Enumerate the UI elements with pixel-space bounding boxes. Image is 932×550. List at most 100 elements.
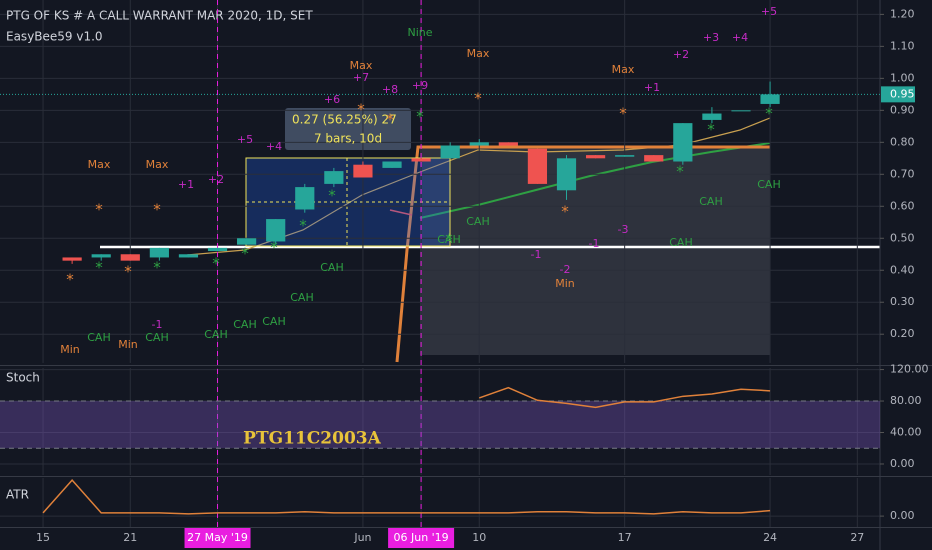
annotation: CAH bbox=[233, 318, 256, 331]
candle-body bbox=[673, 123, 693, 162]
pane-title: ATR bbox=[6, 488, 29, 502]
annotation: * bbox=[153, 201, 161, 219]
candle-body bbox=[527, 148, 548, 184]
annotation: Min bbox=[555, 277, 575, 290]
candle-body bbox=[324, 171, 344, 184]
candle-body bbox=[91, 254, 111, 258]
annotation: +3 bbox=[703, 31, 719, 44]
annotation: +6 bbox=[324, 93, 340, 106]
marker-line bbox=[389, 209, 413, 216]
y-tick-label: 0.00 bbox=[890, 509, 915, 522]
candle-body bbox=[62, 257, 82, 261]
watermark: PTG11C2003A bbox=[243, 429, 381, 449]
annotation: CAH bbox=[437, 233, 460, 246]
annotation: +1 bbox=[644, 81, 660, 94]
candle-body bbox=[615, 155, 635, 157]
measure-text: 0.27 (56.25%) 27 bbox=[292, 113, 397, 127]
annotation: CAH bbox=[262, 315, 285, 328]
annotation: * bbox=[241, 245, 249, 263]
y-tick-label: 0.60 bbox=[890, 199, 915, 212]
candle-body bbox=[469, 142, 489, 146]
annotation: Max bbox=[146, 158, 169, 171]
y-tick-label: 0.50 bbox=[890, 231, 915, 244]
annotation: +2 bbox=[208, 173, 224, 186]
candle-body bbox=[266, 219, 286, 242]
candle-body bbox=[440, 145, 460, 159]
indicators bbox=[0, 0, 880, 527]
annotation: * bbox=[95, 201, 103, 219]
annotation: Min bbox=[118, 338, 138, 351]
annotation: * bbox=[328, 187, 336, 205]
x-tick-highlight bbox=[388, 528, 455, 548]
candle-body bbox=[702, 113, 722, 120]
y-tick-label: 0.90 bbox=[890, 103, 915, 116]
annotation: +5 bbox=[761, 5, 777, 18]
annotation: * bbox=[66, 271, 74, 289]
annotation: +9 bbox=[412, 79, 428, 92]
x-tick-label: 27 May '19 bbox=[187, 531, 248, 544]
x-tick-label: 17 bbox=[618, 531, 632, 544]
y-tick-label: 0.20 bbox=[890, 327, 915, 340]
annotation: +5 bbox=[237, 133, 253, 146]
annotation: * bbox=[676, 163, 684, 181]
x-tick-label: 15 bbox=[36, 531, 50, 544]
y-tick-label: 40.00 bbox=[890, 426, 922, 439]
annotation: CAH bbox=[466, 215, 489, 228]
annotation: * bbox=[357, 101, 365, 119]
annotation: * bbox=[445, 231, 453, 249]
chart-subtitle: EasyBee59 v1.0 bbox=[6, 30, 103, 44]
step-line bbox=[395, 145, 770, 363]
indicator-line bbox=[479, 386, 771, 409]
annotation: CAH bbox=[87, 331, 110, 344]
annotation: CAH bbox=[669, 236, 692, 249]
indicator-line bbox=[42, 479, 771, 515]
candle-body bbox=[120, 254, 140, 261]
annotation: * bbox=[561, 203, 569, 221]
annotation: * bbox=[212, 255, 220, 273]
annotation: -2 bbox=[560, 263, 571, 276]
annotation: CAH bbox=[145, 331, 168, 344]
annotation: * bbox=[416, 108, 424, 126]
candle-body bbox=[237, 238, 257, 245]
annotation: * bbox=[474, 90, 482, 108]
y-tick-label: 1.00 bbox=[890, 71, 915, 84]
annotation: Max bbox=[612, 63, 635, 76]
annotation: +8 bbox=[382, 83, 398, 96]
shade bbox=[420, 147, 770, 355]
trend-line bbox=[419, 142, 771, 219]
annotation: +7 bbox=[353, 71, 369, 84]
annotation: CAH bbox=[204, 328, 227, 341]
annotation: +4 bbox=[732, 31, 748, 44]
y-tick-label: 0.70 bbox=[890, 167, 915, 180]
annotation: * bbox=[124, 263, 132, 281]
annotation: Max bbox=[350, 59, 373, 72]
annotation: -1 bbox=[589, 237, 600, 250]
candle-body bbox=[353, 164, 373, 178]
last-price-label: 0.95 bbox=[890, 87, 915, 100]
annotation: +1 bbox=[178, 178, 194, 191]
candle-body bbox=[295, 187, 315, 210]
y-tick-label: 120.00 bbox=[890, 363, 929, 376]
measure-text: 7 bars, 10d bbox=[314, 132, 382, 146]
annotation: Max bbox=[88, 158, 111, 171]
y-tick-label: 1.20 bbox=[890, 7, 915, 20]
candle-body bbox=[760, 94, 780, 104]
annotation: * bbox=[95, 259, 103, 277]
annotation: * bbox=[765, 105, 773, 123]
candle-body bbox=[585, 155, 606, 159]
annotation: -1 bbox=[531, 248, 542, 261]
annotation: Min bbox=[60, 343, 80, 356]
annotation: * bbox=[386, 111, 394, 129]
x-tick-highlight bbox=[184, 528, 251, 548]
candle-body bbox=[382, 161, 402, 168]
candle-body bbox=[178, 254, 199, 258]
candle-body bbox=[644, 155, 664, 162]
y-tick-label: 0.40 bbox=[890, 263, 915, 276]
y-tick-label: 0.80 bbox=[890, 135, 915, 148]
x-tick-label: 06 Jun '19 bbox=[393, 531, 448, 544]
annotation: * bbox=[153, 259, 161, 277]
chart-title: PTG OF KS # A CALL WARRANT MAR 2020, 1D,… bbox=[6, 9, 313, 23]
annotation: +2 bbox=[673, 48, 689, 61]
y-tick-label: 80.00 bbox=[890, 394, 922, 407]
